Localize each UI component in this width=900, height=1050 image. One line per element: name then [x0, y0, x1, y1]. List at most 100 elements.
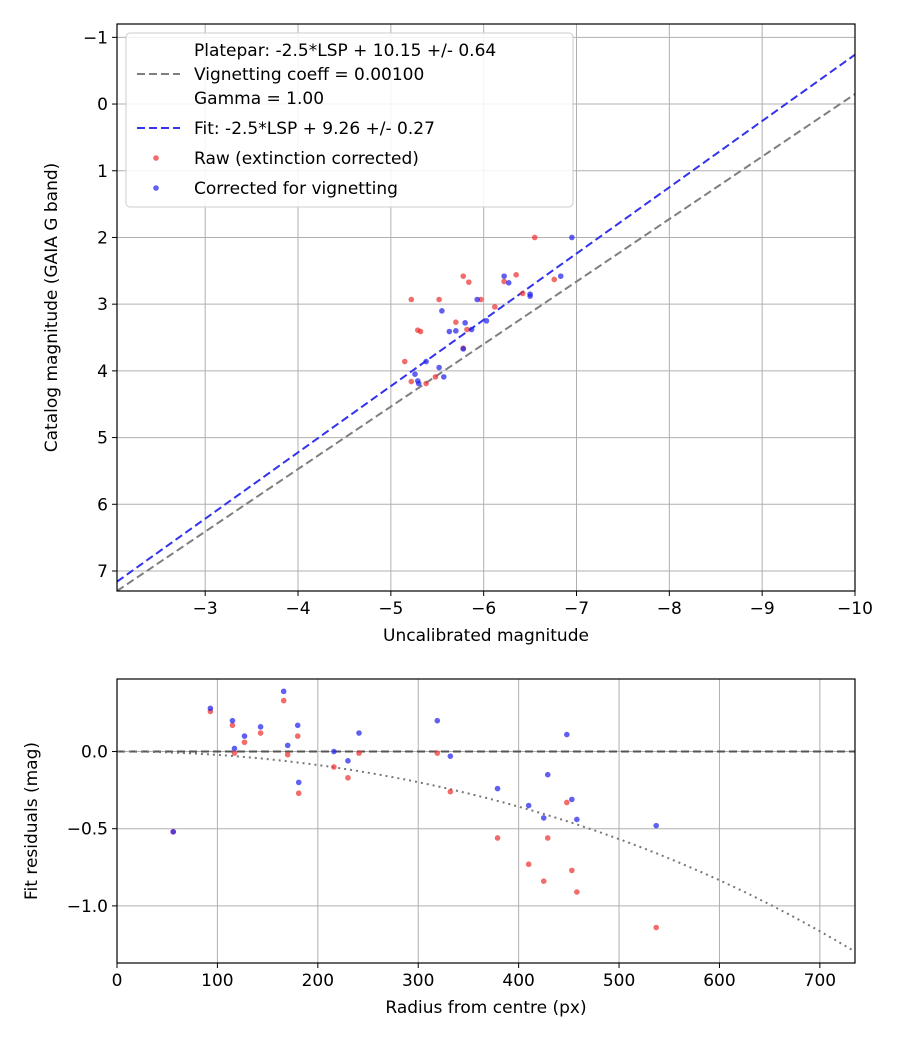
- raw-point: [241, 739, 248, 746]
- corrected-point: [280, 688, 287, 695]
- raw-point: [432, 374, 439, 380]
- line-platepar: [117, 93, 855, 591]
- raw-point: [356, 750, 362, 756]
- corrected-point: [569, 796, 575, 803]
- raw-point: [331, 764, 337, 770]
- raw-point: [564, 799, 570, 806]
- data-points: [170, 688, 659, 931]
- corrected-point: [170, 829, 177, 835]
- corrected-point: [505, 280, 512, 286]
- y-tick-label: 5: [97, 429, 108, 449]
- x-tick-label: −10: [837, 599, 873, 619]
- corrected-point: [540, 815, 547, 821]
- corrected-point: [494, 785, 501, 792]
- corrected-point: [440, 374, 447, 380]
- legend-swatch-raw: [153, 155, 159, 161]
- x-tick-label: 500: [603, 971, 635, 991]
- raw-point: [434, 750, 441, 756]
- corrected-point: [557, 273, 564, 279]
- raw-point: [519, 290, 526, 297]
- raw-point: [284, 751, 291, 758]
- data-points: [401, 234, 575, 387]
- corrected-point: [295, 779, 302, 786]
- raw-point: [280, 697, 287, 704]
- raw-point: [417, 328, 424, 335]
- legend-box: [125, 32, 574, 208]
- corrected-point: [331, 748, 337, 755]
- y-tick-label: −0.5: [67, 820, 108, 840]
- bottom-chart-residuals: 0 100 200 300 400 500 600 700 0.0 −0.5 −1.0 Radius …: [22, 678, 856, 1018]
- legend: Platepar: -2.5*LSP + 10.15 +/- 0.64 Vigne…: [125, 32, 574, 208]
- x-tick-label: −8: [657, 599, 682, 619]
- raw-point: [464, 326, 470, 333]
- corrected-point: [483, 318, 490, 324]
- y-tick-label: −1: [83, 28, 108, 48]
- corrected-point: [447, 753, 454, 759]
- raw-point: [574, 889, 580, 895]
- corrected-point: [462, 320, 468, 326]
- y-tick-label: 7: [97, 562, 108, 582]
- y-tick-label: 4: [97, 362, 108, 382]
- legend-label: Raw (extinction corrected): [194, 149, 419, 169]
- legend-label: Platepar: -2.5*LSP + 10.15 +/- 0.64: [194, 41, 496, 61]
- corrected-point: [544, 771, 551, 778]
- raw-point: [294, 733, 301, 739]
- x-tick-label: −9: [750, 599, 775, 619]
- corrected-point: [415, 380, 422, 387]
- x-tick-label: −4: [285, 599, 310, 619]
- raw-point: [551, 276, 558, 283]
- corrected-point: [284, 742, 291, 749]
- raw-point: [460, 273, 467, 279]
- raw-point: [408, 296, 415, 303]
- corrected-point: [453, 328, 459, 334]
- y-tick-label: 6: [97, 495, 108, 515]
- legend-label: Vignetting coeff = 0.00100: [194, 65, 424, 85]
- corrected-point: [525, 802, 532, 809]
- x-tick-label: 100: [201, 971, 233, 991]
- raw-point: [453, 319, 459, 325]
- corrected-point: [229, 717, 236, 724]
- corrected-point: [257, 724, 264, 730]
- raw-point: [525, 861, 532, 868]
- raw-point: [540, 878, 547, 884]
- plot-frame: [116, 23, 856, 592]
- y-tick-label: −1.0: [67, 897, 108, 917]
- x-tick-label: −3: [193, 599, 218, 619]
- corrected-point: [653, 822, 659, 829]
- x-tick-label: 200: [302, 971, 334, 991]
- raw-point: [447, 788, 454, 795]
- legend-label: Corrected for vignetting: [194, 179, 398, 199]
- line-fit: [117, 53, 855, 583]
- x-tick-label: 400: [502, 971, 534, 991]
- raw-point: [231, 750, 238, 756]
- corrected-point: [207, 705, 214, 712]
- corrected-point: [231, 745, 238, 752]
- x-tick-label: 300: [402, 971, 434, 991]
- y-tick-label: 2: [97, 228, 108, 248]
- raw-point: [229, 722, 236, 729]
- x-tick-label: 0: [112, 971, 123, 991]
- y-axis-label: Fit residuals (mag): [22, 742, 42, 900]
- raw-point: [401, 358, 408, 365]
- raw-point: [544, 835, 551, 841]
- corrected-point: [436, 364, 442, 371]
- corrected-point: [356, 730, 362, 736]
- x-tick-label: −6: [471, 599, 496, 619]
- y-tick-label: 0: [97, 95, 108, 115]
- corrected-point: [423, 358, 429, 365]
- plot-lines: [117, 53, 855, 591]
- x-axis-label: Radius from centre (px): [385, 998, 586, 1018]
- raw-point: [513, 272, 519, 278]
- corrected-point: [434, 717, 441, 724]
- y-axis-label: Catalog magnitude (GAIA G band): [42, 163, 62, 453]
- corrected-point: [412, 371, 418, 378]
- ticks: 0 100 200 300 400 500 600 700 0.0 −0.5 −1.0: [67, 743, 836, 991]
- raw-point: [466, 279, 472, 285]
- corrected-point: [241, 733, 248, 739]
- raw-point: [569, 867, 575, 874]
- vignetting-model-curve: [117, 750, 855, 953]
- legend-label: Fit: -2.5*LSP + 9.26 +/- 0.27: [194, 119, 435, 139]
- plot-frame: [116, 678, 856, 964]
